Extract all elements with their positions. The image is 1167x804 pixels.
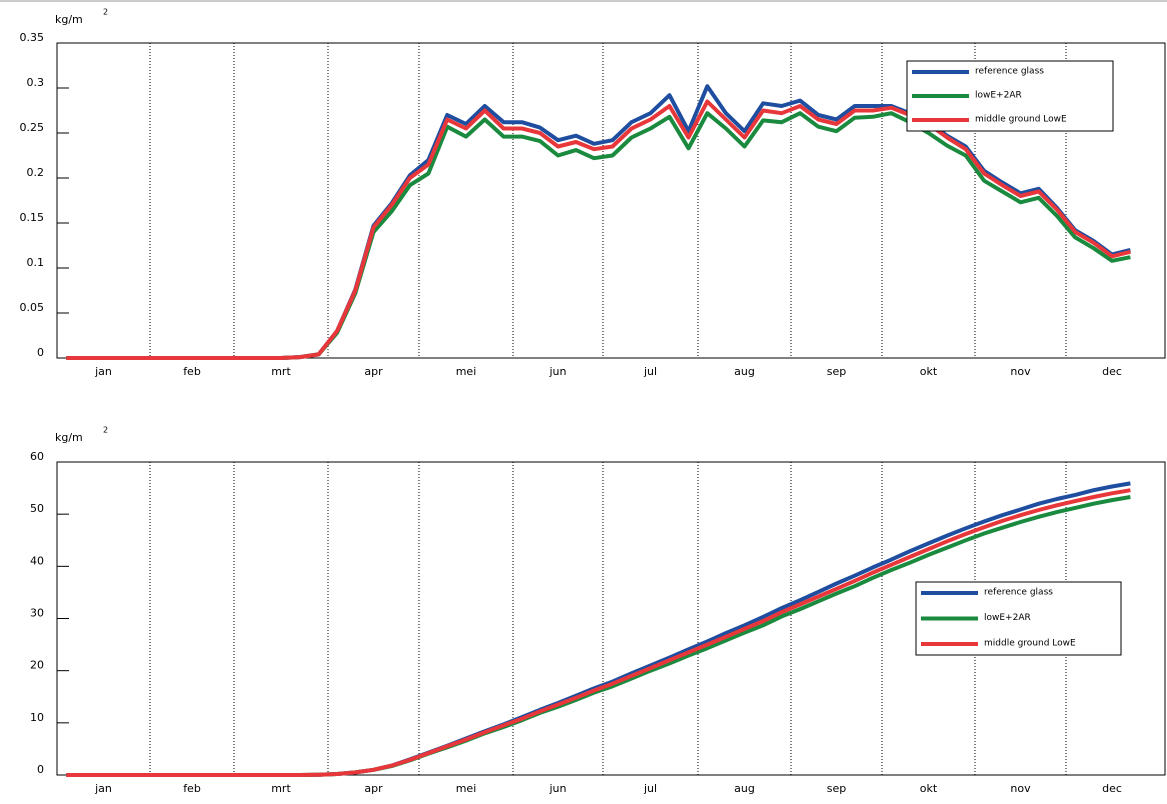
x-tick-label: aug <box>734 365 755 378</box>
x-tick-label: jun <box>549 782 567 795</box>
x-tick-label: nov <box>1010 365 1031 378</box>
x-tick-label: jan <box>94 365 112 378</box>
y-tick-label: 0.25 <box>20 121 45 134</box>
x-tick-label: mrt <box>271 365 291 378</box>
y-tick-label: 0.05 <box>20 301 45 314</box>
y-unit: kg/m <box>55 13 83 26</box>
x-tick-label: jul <box>643 365 657 378</box>
legend-label: lowE+2AR <box>975 91 1022 101</box>
legend-label: lowE+2AR <box>984 613 1031 623</box>
y-tick-label: 30 <box>30 607 44 620</box>
x-tick-label: sep <box>827 782 846 795</box>
x-tick-label: nov <box>1010 782 1031 795</box>
x-tick-label: apr <box>364 782 383 795</box>
y-tick-label: 0.2 <box>27 166 45 179</box>
y-tick-label: 0.1 <box>27 256 45 269</box>
y-tick-label: 0.15 <box>20 211 45 224</box>
x-tick-label: okt <box>920 782 938 795</box>
x-tick-label: mei <box>456 365 477 378</box>
x-tick-label: dec <box>1102 782 1122 795</box>
legend-label: reference glass <box>984 588 1053 598</box>
series-line <box>66 488 1131 777</box>
x-tick-label: aug <box>734 782 755 795</box>
y-unit-exponent: 2 <box>103 8 108 17</box>
y-tick-label: 60 <box>30 450 44 463</box>
x-tick-label: mrt <box>271 782 291 795</box>
x-tick-label: dec <box>1102 365 1122 378</box>
y-tick-label: 0 <box>37 346 44 359</box>
series-line <box>66 99 1131 360</box>
x-tick-label: okt <box>920 365 938 378</box>
y-tick-label: 20 <box>30 659 44 672</box>
legend-label: reference glass <box>975 67 1044 77</box>
legend-label: middle ground LowE <box>975 115 1067 125</box>
y-tick-label: 50 <box>30 502 44 515</box>
x-tick-label: jul <box>643 782 657 795</box>
x-tick-label: apr <box>364 365 383 378</box>
x-tick-label: mei <box>456 782 477 795</box>
y-tick-label: 0.35 <box>20 31 45 44</box>
x-tick-label: feb <box>183 782 201 795</box>
y-unit-exponent: 2 <box>103 426 108 435</box>
x-tick-label: sep <box>827 365 846 378</box>
x-tick-label: jun <box>549 365 567 378</box>
y-tick-label: 40 <box>30 554 44 567</box>
x-tick-label: jan <box>94 782 112 795</box>
y-tick-label: 0 <box>37 763 44 776</box>
plot-frame <box>56 42 1166 359</box>
y-unit: kg/m <box>55 431 83 444</box>
y-tick-label: 0.3 <box>27 76 45 89</box>
x-tick-label: feb <box>183 365 201 378</box>
legend-label: middle ground LowE <box>984 639 1076 649</box>
y-tick-label: 10 <box>30 711 44 724</box>
